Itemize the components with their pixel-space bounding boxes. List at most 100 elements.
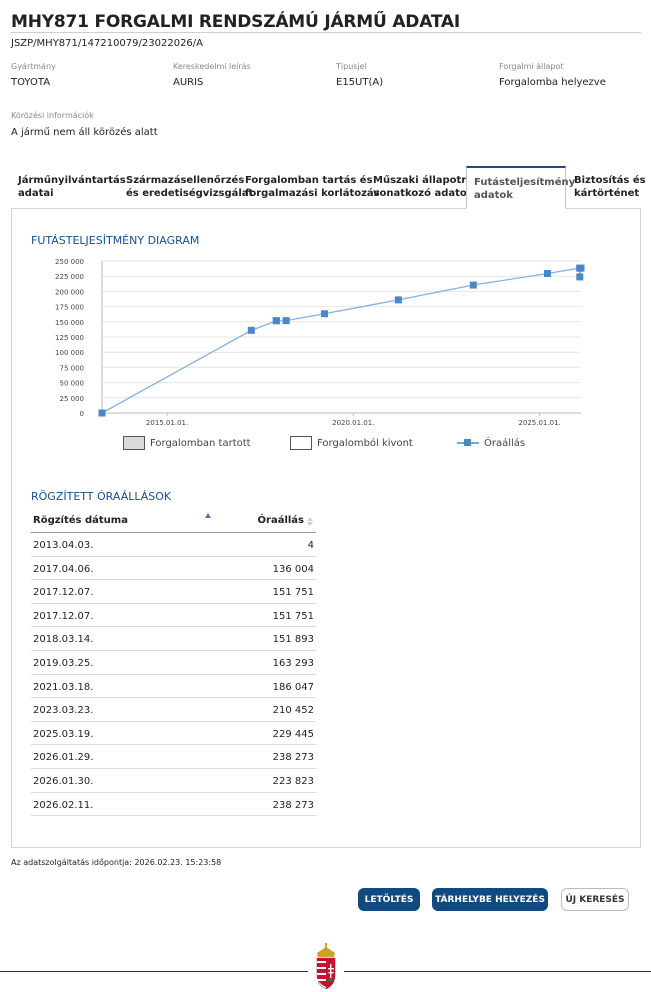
table-row: 2021.03.18. 186 047 [31, 675, 316, 699]
cell-odometer: 151 751 [272, 610, 314, 622]
cell-odometer: 4 [307, 540, 314, 551]
field-traffic-status: Forgalmi állapot Forgalomba helyezve [499, 62, 606, 88]
cell-odometer: 238 273 [272, 799, 314, 811]
footer-divider-right [344, 971, 651, 972]
download-button[interactable]: LETÖLTÉS [358, 888, 420, 911]
mileage-panel [11, 208, 641, 848]
title-divider [11, 32, 641, 33]
tab-technical-status[interactable]: Műszaki állapotra vonatkozó adatok [373, 175, 474, 199]
data-point [98, 409, 106, 417]
cell-date: 2026.02.11. [33, 799, 94, 811]
y-tick-label: 225 000 [55, 273, 84, 281]
table-row: 2017.12.07. 151 751 [31, 604, 316, 628]
cell-odometer: 223 823 [272, 775, 314, 787]
x-tick-label: 2020.01.01. [332, 419, 374, 427]
table-body: 2013.04.03. 4 2017.04.06. 136 004 2017.12.07… [31, 533, 316, 817]
x-tick-label: 2025.01.01. [518, 419, 560, 427]
y-tick-label: 150 000 [55, 319, 84, 327]
tab-bar: Járműnyilvántartás adatai Származásellenő… [11, 166, 646, 209]
cell-odometer: 186 047 [272, 681, 314, 693]
legend-odometer: Óraállás [457, 436, 525, 450]
table-row: 2018.03.14. 151 893 [31, 627, 316, 651]
coat-of-arms-icon [316, 943, 336, 990]
legend-withdrawn: Forgalomból kivont [290, 436, 413, 450]
cell-odometer: 151 893 [272, 634, 314, 646]
table-row: 2017.12.07. 151 751 [31, 580, 316, 604]
circulation-label: Körözési információk [11, 111, 94, 120]
data-point [543, 269, 551, 277]
chart-legend: Forgalomban tartott Forgalomból kivont Ó… [0, 436, 651, 454]
field-label: Típusjel [336, 62, 367, 71]
cell-odometer: 229 445 [272, 728, 314, 740]
cell-odometer: 238 273 [272, 752, 314, 764]
sort-asc-icon[interactable] [205, 513, 211, 518]
new-search-button[interactable]: ÚJ KERESÉS [561, 888, 629, 911]
cell-date: 2013.04.03. [33, 540, 94, 551]
legend-swatch-white [290, 436, 312, 450]
cell-date: 2025.03.19. [33, 728, 94, 740]
cell-date: 2017.12.07. [33, 587, 94, 599]
cell-date: 2023.03.23. [33, 705, 94, 717]
table-row: 2026.01.30. 223 823 [31, 769, 316, 793]
field-label: Gyártmány [11, 62, 56, 71]
y-tick-label: 0 [80, 410, 84, 418]
y-tick-label: 75 000 [60, 364, 85, 372]
table-row: 2023.03.23. 210 452 [31, 698, 316, 722]
x-tick-label: 2015.01.01. [146, 419, 188, 427]
cell-date: 2021.03.18. [33, 681, 94, 693]
tab-traffic-restrictions[interactable]: Forgalomban tartás és forgalmazási korlát… [245, 175, 380, 199]
col-header-odometer[interactable]: Óraállás [257, 515, 304, 526]
series-line [101, 267, 582, 414]
field-trade-name: Kereskedelmi leírás AURIS [173, 62, 251, 88]
table-row: 2017.04.06. 136 004 [31, 557, 316, 581]
tab-mileage[interactable]: Futásteljesítmény adatok [466, 166, 575, 209]
y-tick-label: 50 000 [60, 380, 85, 388]
page-title: MHY871 FORGALMI RENDSZÁMÚ JÁRMŰ ADATAI [11, 12, 461, 32]
field-value: TOYOTA [11, 77, 51, 88]
legend-in-traffic: Forgalomban tartott [123, 436, 251, 450]
cell-date: 2026.01.30. [33, 775, 94, 787]
cell-odometer: 136 004 [272, 563, 314, 575]
footer-divider-left [0, 971, 308, 972]
tab-insurance[interactable]: Biztosítás és kártörténet [574, 175, 646, 199]
readings-heading: RÖGZÍTETT ÓRAÁLLÁSOK [31, 490, 172, 503]
data-point [247, 326, 255, 334]
y-tick-label: 200 000 [55, 288, 84, 296]
data-timestamp: Az adatszolgáltatás időpontja: 2026.02.2… [11, 858, 222, 867]
field-make: Gyártmány TOYOTA [11, 62, 56, 88]
tab-origin-check[interactable]: Származásellenőrzés és eredetiségvizsgála… [126, 175, 254, 199]
document-id: JSZP/MHY871/147210079/23022026/A [11, 38, 203, 49]
data-point [577, 264, 585, 272]
table-row: 2019.03.25. 163 293 [31, 651, 316, 675]
data-point [282, 317, 290, 325]
data-point [469, 281, 477, 289]
tab-registry-data[interactable]: Járműnyilvántartás adatai [18, 175, 126, 199]
cell-date: 2026.01.29. [33, 752, 94, 764]
y-tick-label: 250 000 [55, 258, 84, 266]
cell-odometer: 163 293 [272, 657, 314, 669]
table-row: 2026.02.11. 238 273 [31, 793, 316, 817]
readings-table: Rögzítés dátuma Óraállás 2013.04.03. 4 201… [31, 510, 316, 817]
table-row: 2025.03.19. 229 445 [31, 722, 316, 746]
field-label: Kereskedelmi leírás [173, 62, 251, 71]
cell-date: 2017.04.06. [33, 563, 94, 575]
table-row: 2013.04.03. 4 [31, 533, 316, 557]
field-value: Forgalomba helyezve [499, 77, 606, 88]
store-button[interactable]: TÁRHELYBE HELYEZÉS [432, 888, 548, 911]
cell-odometer: 151 751 [272, 587, 314, 599]
col-header-date[interactable]: Rögzítés dátuma [33, 515, 128, 526]
field-value: E15UT(A) [336, 77, 384, 88]
y-tick-label: 175 000 [55, 304, 84, 312]
legend-line-marker [457, 436, 479, 450]
cell-date: 2018.03.14. [33, 634, 94, 646]
field-label: Forgalmi állapot [499, 62, 564, 71]
data-point [272, 317, 280, 325]
y-tick-label: 25 000 [60, 395, 85, 403]
table-row: 2026.01.29. 238 273 [31, 745, 316, 769]
circulation-info: Körözési információk A jármű nem áll kör… [11, 111, 158, 138]
legend-swatch-grey [123, 436, 145, 450]
data-point [576, 273, 584, 281]
diagram-heading: FUTÁSTELJESÍTMÉNY DIAGRAM [31, 234, 200, 247]
data-point [321, 310, 329, 318]
sort-icon[interactable] [307, 517, 313, 527]
